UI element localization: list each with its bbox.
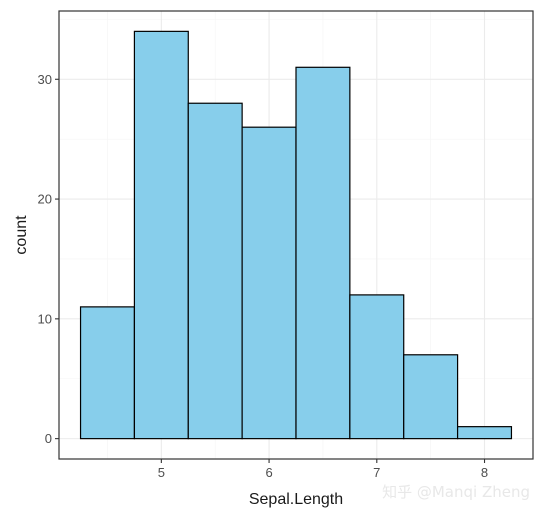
histogram-bar [79,306,136,440]
y-axis-ticks: 0 10 20 30 [38,72,59,446]
y-tick-label: 30 [38,72,52,87]
x-tick-label: 5 [158,465,165,480]
x-tick-label: 7 [373,465,380,480]
bars [79,30,513,440]
histogram-bar [403,354,459,440]
y-tick-label: 10 [38,311,52,326]
watermark-text: 知乎 @Manqi Zheng [382,483,530,501]
y-tick-label: 0 [45,431,52,446]
x-tick-label: 6 [265,465,272,480]
histogram-bar [349,294,405,440]
y-tick-label: 20 [38,192,52,207]
x-tick-label: 8 [481,465,488,480]
histogram-bar [456,426,513,440]
x-axis-title: Sepal.Length [249,491,343,508]
histogram-bar [133,30,189,440]
panel-border [58,10,534,460]
histogram-bar [241,126,297,440]
x-axis-ticks: 5 6 7 8 [158,459,488,480]
y-axis-title: count [13,215,30,255]
histogram-bar [187,102,243,440]
histogram-bar [295,66,351,440]
